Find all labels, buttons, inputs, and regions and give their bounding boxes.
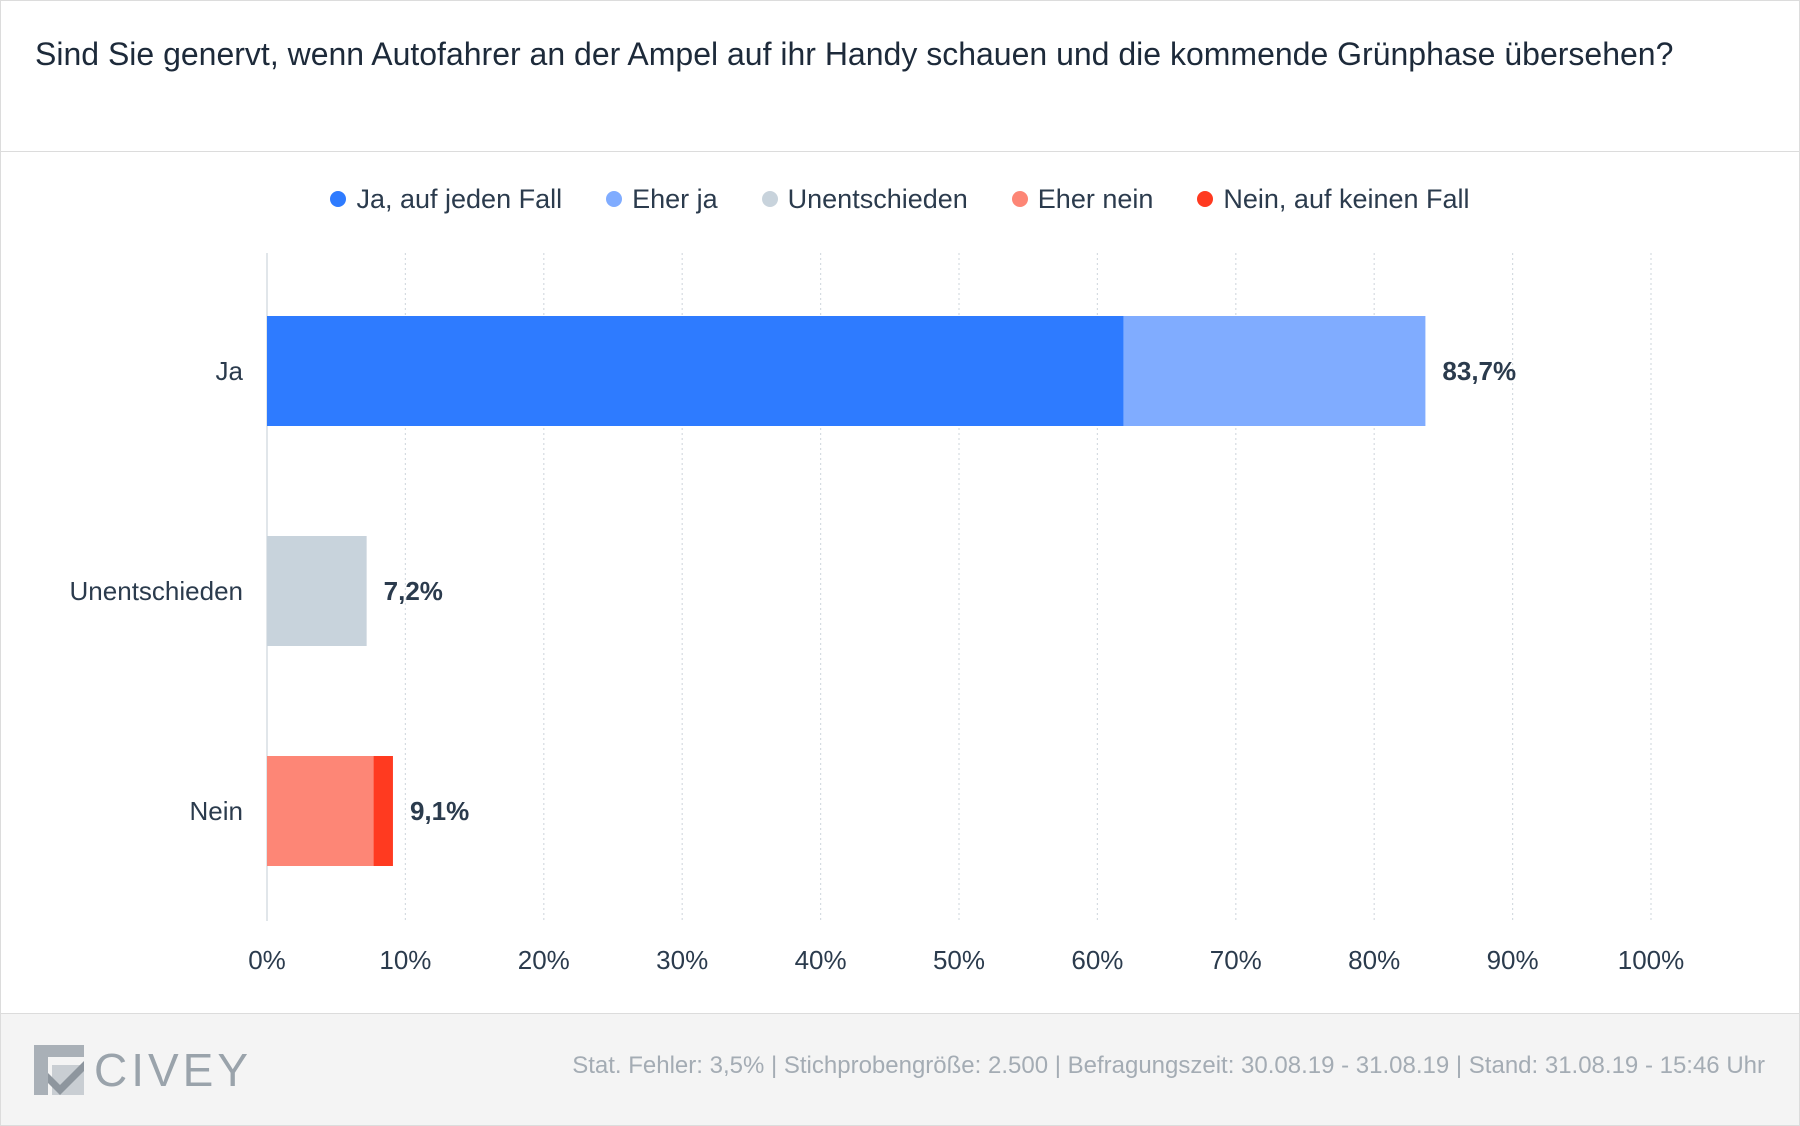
data-label: 7,2% <box>384 576 443 606</box>
legend-dot-icon <box>330 191 347 207</box>
legend: Ja, auf jeden Fall Eher ja Unentschieden Eh… <box>1 177 1799 221</box>
legend-label: Nein, auf keinen Fall <box>1223 183 1470 214</box>
x-tick-label: 70% <box>1210 945 1262 975</box>
legend-item[interactable]: Eher ja <box>606 184 718 215</box>
x-tick-label: 80% <box>1348 945 1400 975</box>
legend-dot-icon <box>1197 191 1214 207</box>
legend-label: Eher ja <box>632 183 718 214</box>
category-label: Nein <box>190 796 243 826</box>
x-tick-label: 20% <box>518 945 570 975</box>
bar-segment <box>267 756 374 866</box>
civey-logo-icon <box>34 1045 84 1095</box>
data-label: 83,7% <box>1442 356 1516 386</box>
legend-item[interactable]: Eher nein <box>1011 183 1154 215</box>
x-tick-label: 10% <box>379 945 431 975</box>
brand-name: CIVEY <box>94 1044 253 1096</box>
x-tick-label: 40% <box>795 945 847 975</box>
legend-dot-icon <box>761 191 778 207</box>
bar-segment <box>1123 316 1426 426</box>
civey-logo: CIVEY <box>34 1044 252 1096</box>
bar-segment <box>373 756 393 866</box>
category-label: Unentschieden <box>70 576 243 606</box>
bar-segment <box>267 536 367 646</box>
legend-label: Eher nein <box>1037 183 1154 214</box>
survey-meta: Stat. Fehler: 3,5% | Stichprobengröße: 2… <box>572 1052 1765 1079</box>
x-tick-label: 60% <box>1071 945 1123 975</box>
legend-dot-icon <box>1011 191 1028 207</box>
legend-item[interactable]: Nein, auf keinen Fall <box>1197 183 1470 215</box>
bar-chart: 0% 10% 20% 30% 40% 50% 60% 70% 80% 90% 100% Ja 83,7%… <box>70 253 1685 975</box>
header: Sind Sie genervt, wenn Autofahrer an der… <box>1 1 1799 152</box>
data-label: 9,1% <box>410 796 469 826</box>
legend-item[interactable]: Ja, auf jeden Fall <box>330 184 562 215</box>
x-tick-label: 50% <box>933 945 985 975</box>
legend-label: Ja, auf jeden Fall <box>356 183 563 214</box>
x-tick-label: 100% <box>1618 945 1685 975</box>
bar-segment <box>267 316 1124 426</box>
legend-item[interactable]: Unentschieden <box>761 183 968 215</box>
footer: CIVEY Stat. Fehler: 3,5% | Stichprobengr… <box>1 1013 1799 1125</box>
chart-title: Sind Sie genervt, wenn Autofahrer an der… <box>35 36 1674 72</box>
x-tick-label: 90% <box>1487 945 1539 975</box>
category-label: Ja <box>216 356 244 386</box>
legend-dot-icon <box>606 191 623 207</box>
legend-label: Unentschieden <box>787 183 968 214</box>
x-tick-label: 30% <box>656 945 708 975</box>
x-tick-label: 0% <box>248 945 286 975</box>
